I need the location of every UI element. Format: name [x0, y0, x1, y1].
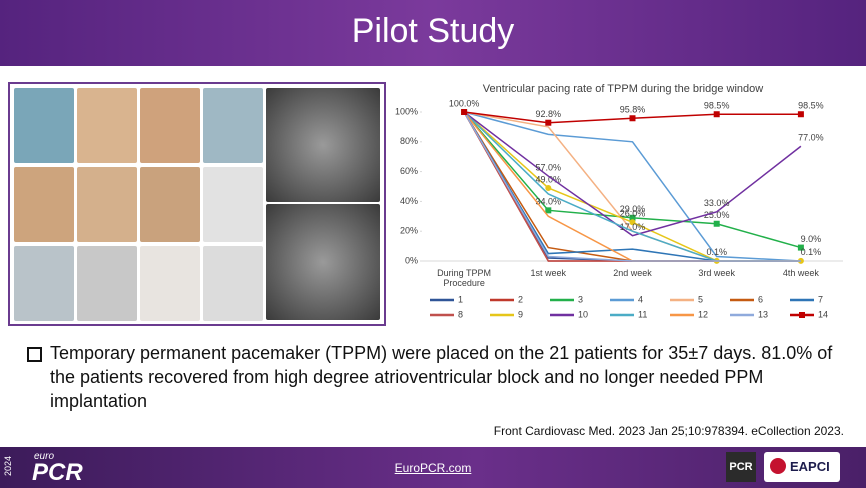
data-label: 9.0%	[801, 234, 822, 244]
photo	[140, 167, 200, 242]
data-point	[545, 184, 552, 191]
pcr-logo: PCR	[726, 452, 756, 482]
bullet-icon	[27, 347, 42, 362]
data-point	[461, 109, 468, 115]
data-label: 34.0%	[536, 197, 562, 207]
photo	[203, 167, 263, 242]
data-label: 77.0%	[798, 133, 824, 143]
legend-label: 2	[518, 294, 523, 304]
data-point	[545, 119, 552, 126]
y-tick-label: 60%	[400, 166, 418, 176]
y-tick-label: 80%	[400, 136, 418, 146]
data-label: 25.0%	[704, 210, 730, 220]
legend-label: 14	[818, 309, 828, 319]
data-point	[797, 257, 804, 264]
bullet-text: Temporary permanent pacemaker (TPPM) wer…	[50, 343, 833, 411]
xray-photo	[266, 204, 380, 320]
eapci-heart	[770, 458, 786, 474]
data-point	[713, 111, 720, 118]
data-point	[629, 214, 636, 221]
footer-band	[0, 447, 866, 488]
series-line	[463, 111, 801, 262]
footer-link[interactable]: EuroPCR.com	[394, 461, 472, 475]
legend-label: 12	[698, 309, 708, 319]
photo	[14, 167, 74, 242]
data-point	[797, 244, 804, 251]
data-label: 98.5%	[798, 101, 824, 111]
legend-label: 3	[578, 294, 583, 304]
legend-label: 7	[818, 294, 823, 304]
legend-label: 5	[698, 294, 703, 304]
data-label: 92.8%	[536, 109, 562, 119]
data-label: 49.0%	[536, 174, 562, 184]
legend-label: 11	[638, 309, 647, 319]
photo	[77, 88, 137, 163]
photo	[140, 246, 200, 321]
data-point	[545, 207, 552, 214]
legend-label: 9	[518, 309, 523, 319]
data-point	[713, 220, 720, 227]
header-band	[0, 0, 866, 66]
legend-label: 8	[458, 309, 463, 319]
legend-label: 1	[458, 294, 463, 304]
series-line	[463, 111, 802, 237]
x-tick-label: During TPPM Procedure	[437, 268, 492, 288]
data-point	[797, 111, 804, 118]
y-tick-label: 20%	[400, 226, 418, 236]
data-label: 98.5%	[704, 101, 730, 111]
chart: Ventricular pacing rate of TPPM during t…	[395, 83, 843, 319]
chart-container: Ventricular pacing rate of TPPM during t…	[388, 78, 858, 328]
photo-panel	[8, 82, 386, 326]
photo	[14, 88, 74, 163]
data-point	[629, 219, 636, 226]
data-label: 0.1%	[801, 247, 822, 257]
data-label: 57.0%	[536, 162, 562, 172]
photo	[203, 88, 263, 163]
data-label: 95.8%	[620, 105, 646, 115]
x-tick-label: 2nd week	[613, 268, 652, 278]
data-label: 17.0%	[620, 222, 646, 232]
legend-marker	[799, 312, 805, 318]
data-label: 33.0%	[704, 198, 730, 208]
legend-label: 10	[578, 309, 588, 319]
data-label: 100.0%	[449, 98, 480, 108]
legend-label: 6	[758, 294, 763, 304]
xray-photo	[266, 88, 380, 202]
chart-title: Ventricular pacing rate of TPPM during t…	[483, 83, 764, 95]
slide-title: Pilot Study	[351, 12, 515, 50]
brand-euro: euro	[34, 451, 55, 462]
x-tick-label: 4th week	[782, 268, 819, 278]
data-label: 26.0%	[620, 209, 646, 219]
eapci-logo: EAPCI	[790, 459, 830, 474]
photo	[203, 246, 263, 321]
data-point	[629, 115, 636, 122]
data-label: 0.1%	[706, 247, 727, 257]
photo	[77, 246, 137, 321]
photo	[77, 167, 137, 242]
x-tick-label: 3rd week	[698, 268, 735, 278]
y-tick-label: 100%	[395, 106, 418, 116]
data-label: 29.0%	[620, 204, 646, 214]
legend-label: 13	[758, 309, 768, 319]
photo	[140, 88, 200, 163]
photo	[14, 246, 74, 321]
series-line	[463, 111, 801, 262]
brand-pcr: PCR	[32, 459, 83, 486]
y-tick-label: 0%	[405, 255, 418, 265]
y-tick-label: 40%	[400, 196, 418, 206]
citation: Front Cardiovasc Med. 2023 Jan 25;10:978…	[493, 424, 844, 438]
legend-label: 4	[638, 294, 643, 304]
x-tick-label: 1st week	[530, 268, 567, 278]
